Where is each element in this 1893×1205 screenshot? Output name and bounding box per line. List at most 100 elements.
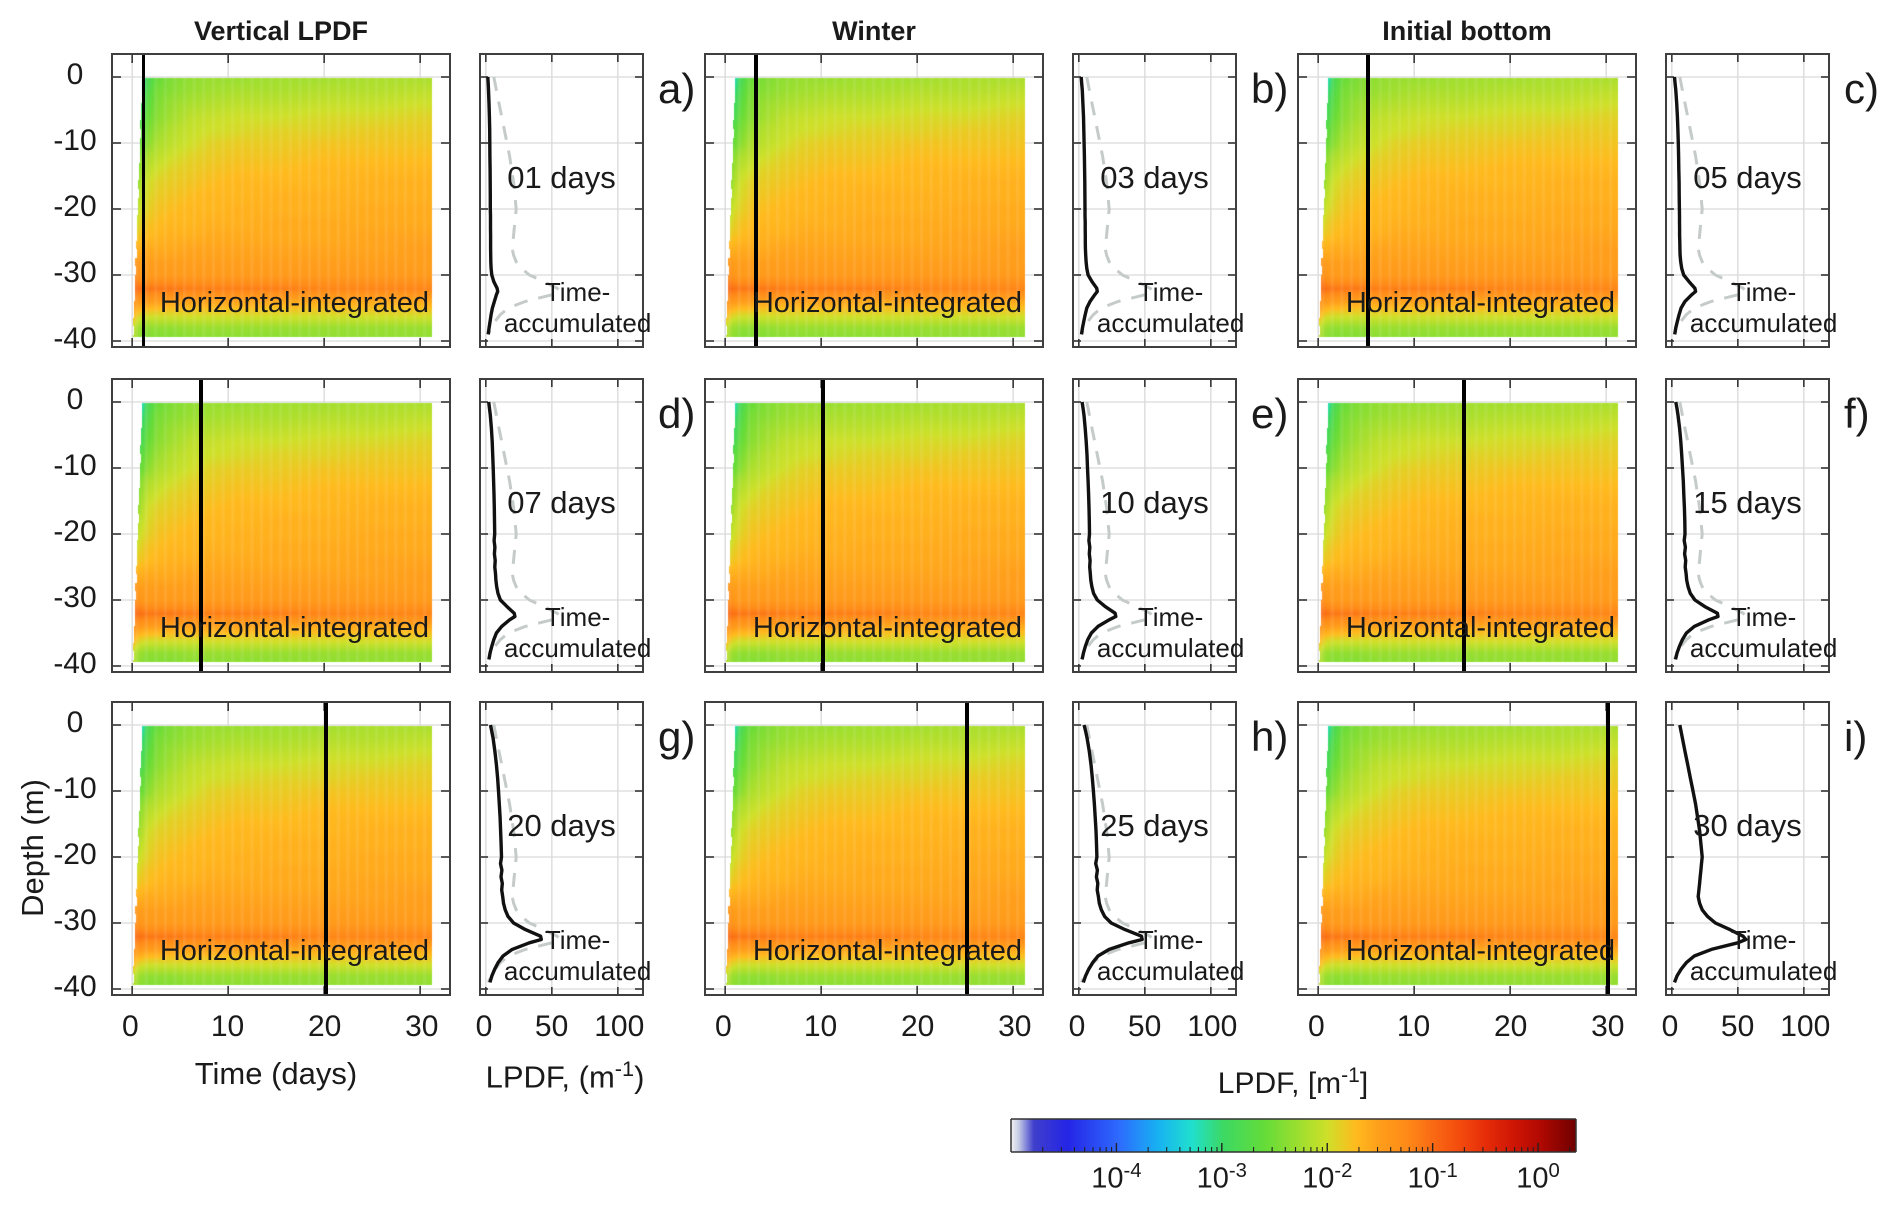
colorbar-tick-label-10e-4: 10-4 (1091, 1160, 1142, 1195)
depth-tick-label-row3-0: 0 (66, 706, 84, 739)
panel-f-horizontal-integrated-label: Horizontal-integrated (1345, 612, 1616, 644)
panel-i-instantaneous-curve (1672, 724, 1748, 984)
panel-f-heatmap-ticks (1299, 380, 1635, 671)
panel-d-instantaneous-curve (487, 401, 517, 660)
time-tick-label-col1-20: 20 (307, 1010, 342, 1043)
time-tick-label-col1-30: 30 (405, 1010, 439, 1043)
panel-c-day-marker-line (1366, 55, 1370, 346)
panel-a-day-marker-line (141, 55, 146, 346)
panel-e-horizontal-integrated-label: Horizontal-integrated (752, 612, 1023, 644)
depth-tick-label-row3--20: -20 (53, 838, 97, 871)
lpdf-tick-label-col1-50: 50 (534, 1010, 569, 1043)
panel-g-time-accumulated-label: Time-accumulated (503, 925, 652, 986)
panel-f-day-marker-line (1462, 380, 1466, 671)
time-tick-label-col3-10: 10 (1396, 1010, 1431, 1043)
panel-d-time-accumulated-curve (487, 401, 562, 660)
panel-d-letter: d) (658, 390, 696, 437)
depth-tick-label-row3--10: -10 (53, 772, 97, 805)
panel-h-instantaneous-curve (1081, 724, 1144, 983)
panel-g-heatmap: Horizontal-integrated (111, 701, 451, 996)
time-tick-label-col2-10: 10 (803, 1010, 838, 1043)
panel-c-time-accumulated-label: Time-accumulated (1689, 277, 1838, 338)
panel-f-heatmap: Horizontal-integrated (1297, 378, 1637, 673)
panel-e-heatmap-image (706, 380, 1042, 671)
panel-f-day-label: 15 days (1693, 485, 1802, 520)
panel-c-profile: 05 days Time-accumulated (1665, 53, 1837, 348)
panel-c-letter: c) (1844, 65, 1879, 112)
column-title-initial-bottom: Initial bottom (1382, 16, 1552, 46)
panel-a-time-accumulated-curve (487, 76, 562, 335)
time-tick-label-col1-0: 0 (122, 1010, 139, 1043)
panel-g-profile: 20 days Time-accumulated (479, 701, 651, 996)
panel-h-profile-plot (1074, 703, 1235, 994)
panel-f-heatmap-image (1299, 380, 1635, 671)
panel-a-profile: 01 days Time-accumulated (479, 53, 651, 348)
panel-c-horizontal-integrated-label: Horizontal-integrated (1345, 287, 1616, 319)
time-tick-label-col2-30: 30 (998, 1010, 1032, 1043)
panel-c-profile-plot (1667, 55, 1828, 346)
panel-a-heatmap-image (113, 55, 449, 346)
colorbar-tick-label-10e-2: 10-2 (1302, 1160, 1353, 1195)
time-tick-label-col3-30: 30 (1591, 1010, 1625, 1043)
panel-c-time-accumulated-curve (1673, 76, 1748, 335)
lpdf-axis-title: LPDF, (m-1) (485, 1056, 645, 1095)
panel-g-day-label: 20 days (507, 808, 616, 843)
lpdf-tick-label-col2-100: 100 (1187, 1010, 1238, 1043)
depth-tick-label-row1--10: -10 (53, 124, 97, 157)
panel-d-heatmap-ticks (113, 380, 449, 671)
depth-tick-label-row2--30: -30 (53, 581, 97, 614)
depth-tick-label-row1--20: -20 (53, 190, 97, 223)
depth-tick-label-row3--30: -30 (53, 904, 97, 937)
time-tick-label-col3-0: 0 (1308, 1010, 1325, 1043)
panel-e-profile: 10 days Time-accumulated (1072, 378, 1244, 673)
time-tick-label-col1-10: 10 (210, 1010, 245, 1043)
panel-d-heatmap-image (113, 380, 449, 671)
panel-a-time-accumulated-label: Time-accumulated (503, 277, 652, 338)
panel-a-horizontal-integrated-label: Horizontal-integrated (159, 287, 430, 319)
panel-h-day-label: 25 days (1100, 808, 1209, 843)
panel-d-horizontal-integrated-label: Horizontal-integrated (159, 612, 430, 644)
panel-b-time-accumulated-label: Time-accumulated (1096, 277, 1245, 338)
panel-b-letter: b) (1251, 65, 1289, 112)
y-axis-title: Depth (m) (15, 779, 50, 917)
colorbar-tick-label-10e0: 100 (1516, 1160, 1560, 1195)
panel-i-heatmap-image (1299, 703, 1635, 994)
panel-b-horizontal-integrated-label: Horizontal-integrated (752, 287, 1023, 319)
depth-tick-label-row1--40: -40 (53, 322, 97, 355)
panel-c-day-label: 05 days (1693, 160, 1802, 195)
panel-a-letter: a) (658, 65, 696, 112)
panel-i-time-accumulated-label: Time-accumulated (1689, 925, 1838, 986)
time-axis-title: Time (days) (194, 1056, 358, 1091)
panel-f-letter: f) (1844, 390, 1870, 437)
panel-f-time-accumulated-curve (1673, 401, 1748, 660)
panel-e-day-label: 10 days (1100, 485, 1209, 520)
panel-b-heatmap-ticks (706, 55, 1042, 346)
panel-a-day-label: 01 days (507, 160, 616, 195)
panel-d-heatmap: Horizontal-integrated (111, 378, 451, 673)
panel-f-profile: 15 days Time-accumulated (1665, 378, 1837, 673)
panel-h-heatmap-ticks (706, 703, 1042, 994)
panel-h-profile: 25 days Time-accumulated (1072, 701, 1244, 996)
lpdf-tick-label-col2-0: 0 (1068, 1010, 1086, 1043)
panel-g-horizontal-integrated-label: Horizontal-integrated (159, 935, 430, 967)
panel-f-instantaneous-curve (1673, 401, 1720, 660)
panel-h-heatmap-image (706, 703, 1042, 994)
panel-e-profile-plot (1074, 380, 1235, 671)
panel-a-profile-plot (481, 55, 642, 346)
colorbar-title: LPDF, [m-1] (1217, 1064, 1369, 1100)
depth-tick-label-row3--40: -40 (53, 970, 97, 1003)
panel-e-heatmap: Horizontal-integrated (704, 378, 1044, 673)
depth-tick-label-row1-0: 0 (66, 58, 84, 91)
panel-d-profile: 07 days Time-accumulated (479, 378, 651, 673)
panel-h-day-marker-line (965, 703, 969, 994)
panel-b-time-accumulated-curve (1080, 76, 1155, 335)
panel-i-heatmap: Horizontal-integrated (1297, 701, 1637, 996)
panel-e-day-marker-line (821, 380, 825, 671)
panel-h-horizontal-integrated-label: Horizontal-integrated (752, 935, 1023, 967)
time-tick-label-col2-0: 0 (715, 1010, 732, 1043)
time-tick-label-col3-20: 20 (1493, 1010, 1528, 1043)
lpdf-tick-label-col1-0: 0 (475, 1010, 493, 1043)
panel-a-heatmap: Horizontal-integrated (111, 53, 451, 348)
column-title-winter: Winter (832, 16, 916, 46)
panel-h-heatmap: Horizontal-integrated (704, 701, 1044, 996)
